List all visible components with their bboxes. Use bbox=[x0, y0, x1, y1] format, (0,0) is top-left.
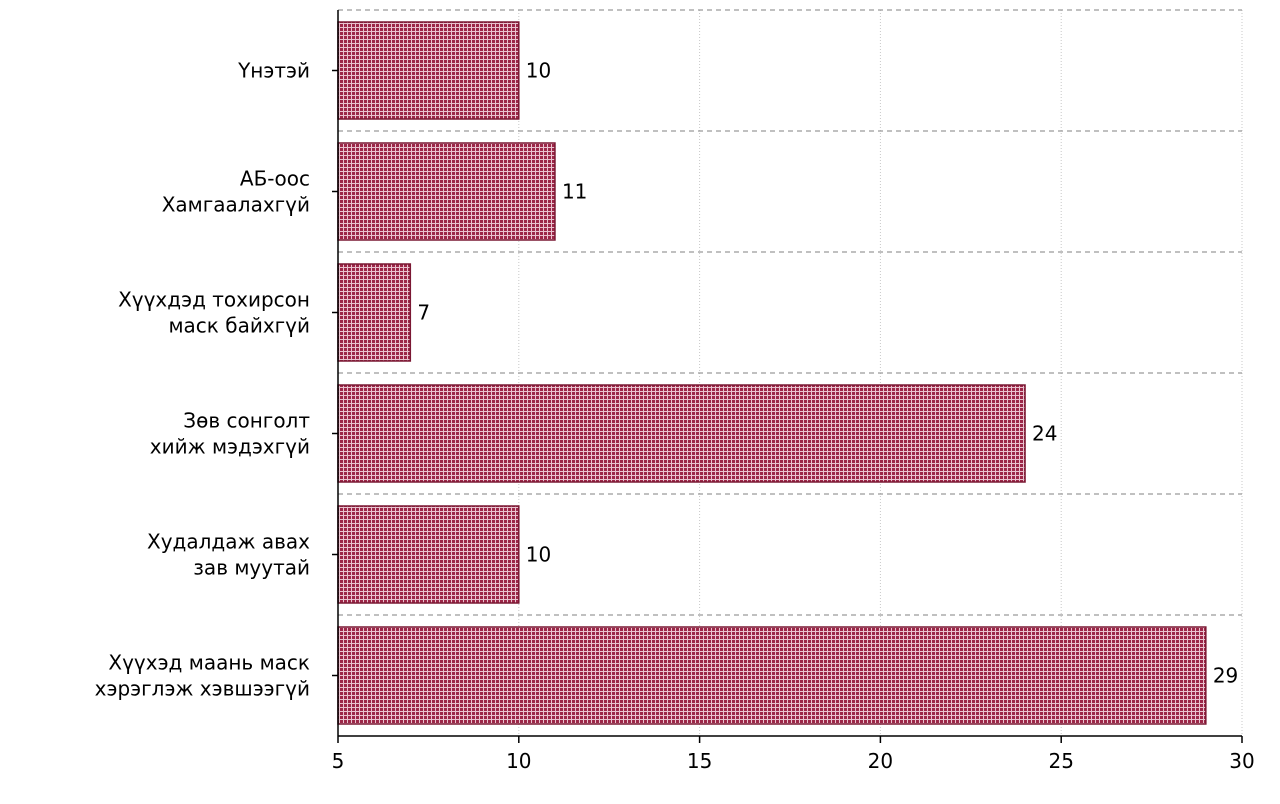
category-label-4-1: зав муутай bbox=[193, 556, 310, 580]
bar-2 bbox=[337, 263, 412, 362]
value-label-5: 29 bbox=[1213, 664, 1238, 688]
category-label-2-0: Хүүхдэд тохирсон bbox=[118, 288, 310, 312]
category-label-5-0: Хүүхэд маань маск bbox=[108, 651, 310, 675]
category-label-1-1: Хамгаалахгүй bbox=[162, 193, 310, 217]
category-label-2-1: маск байхгүй bbox=[168, 314, 310, 338]
value-label-0: 10 bbox=[526, 59, 551, 83]
value-label-2: 7 bbox=[417, 301, 430, 325]
bar-5 bbox=[337, 626, 1207, 725]
category-label-3-1: хийж мэдэхгүй bbox=[150, 435, 310, 459]
axes: 5 10 15 20 25 30 bbox=[332, 10, 1255, 773]
x-tick-label-30: 30 bbox=[1229, 749, 1254, 773]
x-tick-label-25: 25 bbox=[1048, 749, 1073, 773]
category-label-3-0: Зөв сонголт bbox=[183, 409, 310, 433]
x-tick-label-20: 20 bbox=[868, 749, 893, 773]
x-tick-label-10: 10 bbox=[506, 749, 531, 773]
category-label-5-1: хэрэглэж хэвшээгүй bbox=[95, 677, 310, 701]
bar-3 bbox=[337, 384, 1026, 483]
bar-0 bbox=[337, 21, 520, 120]
category-label-0-0: Үнэтэй bbox=[237, 59, 310, 83]
value-label-4: 10 bbox=[526, 543, 551, 567]
category-label-4-0: Худалдаж авах bbox=[147, 530, 310, 554]
value-label-3: 24 bbox=[1032, 422, 1057, 446]
x-tick-label-15: 15 bbox=[687, 749, 712, 773]
bar-1 bbox=[337, 142, 556, 241]
bars bbox=[337, 21, 1207, 725]
grid bbox=[338, 9, 1243, 736]
category-label-1-0: АБ-оос bbox=[240, 167, 310, 191]
bar-4 bbox=[337, 505, 520, 604]
x-tick-label-5: 5 bbox=[332, 749, 345, 773]
value-label-1: 11 bbox=[562, 180, 587, 204]
